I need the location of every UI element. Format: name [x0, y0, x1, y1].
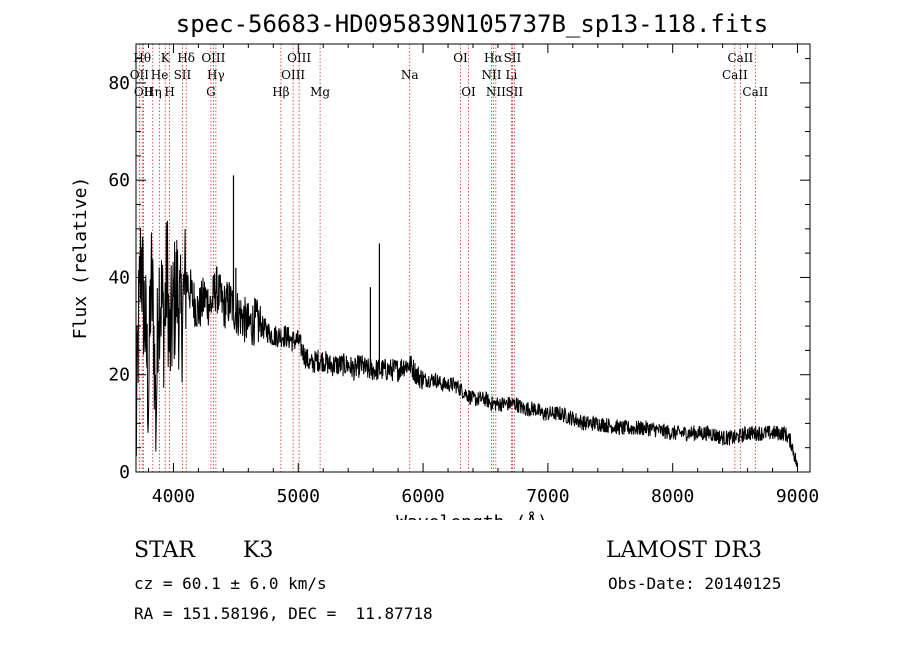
line-label-23: SII	[504, 51, 522, 65]
x-tick-label-2: 6000	[401, 486, 444, 507]
object-subclass: K3	[243, 538, 274, 563]
line-label-14: OIII	[287, 51, 311, 65]
y-tick-label-2: 40	[108, 267, 130, 288]
line-label-6: H	[164, 85, 174, 99]
line-label-21: NII	[486, 85, 506, 99]
coordinates-readout: RA = 151.58196, DEC = 11.87718	[134, 604, 433, 623]
line-label-24: SII	[505, 85, 523, 99]
line-label-7: SII	[174, 68, 192, 82]
line-label-0: OII	[130, 68, 150, 82]
line-label-17: OI	[453, 51, 468, 65]
line-label-9: G	[206, 85, 216, 99]
line-label-18: OI	[461, 85, 476, 99]
line-label-15: Mg	[310, 85, 330, 99]
x-tick-label-3: 7000	[526, 486, 569, 507]
survey-name: LAMOST DR3	[606, 538, 762, 563]
line-label-4: He	[151, 68, 169, 82]
spectrum-spikes	[232, 175, 380, 370]
object-class: STAR	[134, 538, 195, 563]
x-axis-label: Wavelength (Å)	[396, 511, 548, 520]
chart-title: spec-56683-HD095839N105737B_sp13-118.fit…	[176, 10, 768, 38]
line-label-1: Hθ	[133, 51, 151, 65]
spectrum-series	[135, 220, 798, 467]
emission-line-labels: OIIHθOIIHηHeKHSIIHδGOIIIHγHβOIIIOIIIMgNa…	[130, 51, 769, 99]
x-tick-label-4: 8000	[651, 486, 694, 507]
emission-line-markers	[138, 44, 756, 472]
line-label-25: CaII	[722, 68, 748, 82]
x-tick-label-0: 4000	[152, 486, 195, 507]
line-label-5: K	[161, 51, 171, 65]
line-label-16: Na	[401, 68, 419, 82]
y-tick-label-3: 60	[108, 170, 130, 191]
line-label-3: Hη	[144, 85, 162, 99]
line-label-10: OIII	[201, 51, 225, 65]
spectrum-chart: spec-56683-HD095839N105737B_sp13-118.fit…	[70, 10, 819, 520]
plot-frame	[135, 43, 811, 473]
y-tick-label-1: 20	[108, 365, 130, 386]
x-tick-label-5: 9000	[776, 486, 819, 507]
line-label-8: Hδ	[177, 51, 195, 65]
y-tick-label-0: 0	[119, 462, 130, 483]
redshift-readout: cz = 60.1 ± 6.0 km/s	[134, 574, 327, 593]
y-axis-ticks: 0 20 40 60 80	[108, 58, 810, 483]
line-label-27: CaII	[742, 85, 768, 99]
x-axis-ticks: 4000 5000 6000 7000 8000 9000	[147, 44, 819, 507]
line-label-11: Hγ	[207, 68, 225, 82]
line-label-13: OIII	[281, 68, 305, 82]
x-tick-label-1: 5000	[277, 486, 320, 507]
line-label-22: Li	[506, 68, 518, 82]
line-label-26: CaII	[727, 51, 753, 65]
observation-date: Obs-Date: 20140125	[608, 574, 782, 593]
line-label-19: NII	[481, 68, 501, 82]
line-label-12: Hβ	[272, 85, 289, 99]
line-label-2: OII	[134, 85, 154, 99]
y-tick-label-4: 80	[108, 73, 130, 94]
y-axis-label: Flux (relative)	[70, 177, 91, 340]
line-label-20: Hα	[484, 51, 503, 65]
